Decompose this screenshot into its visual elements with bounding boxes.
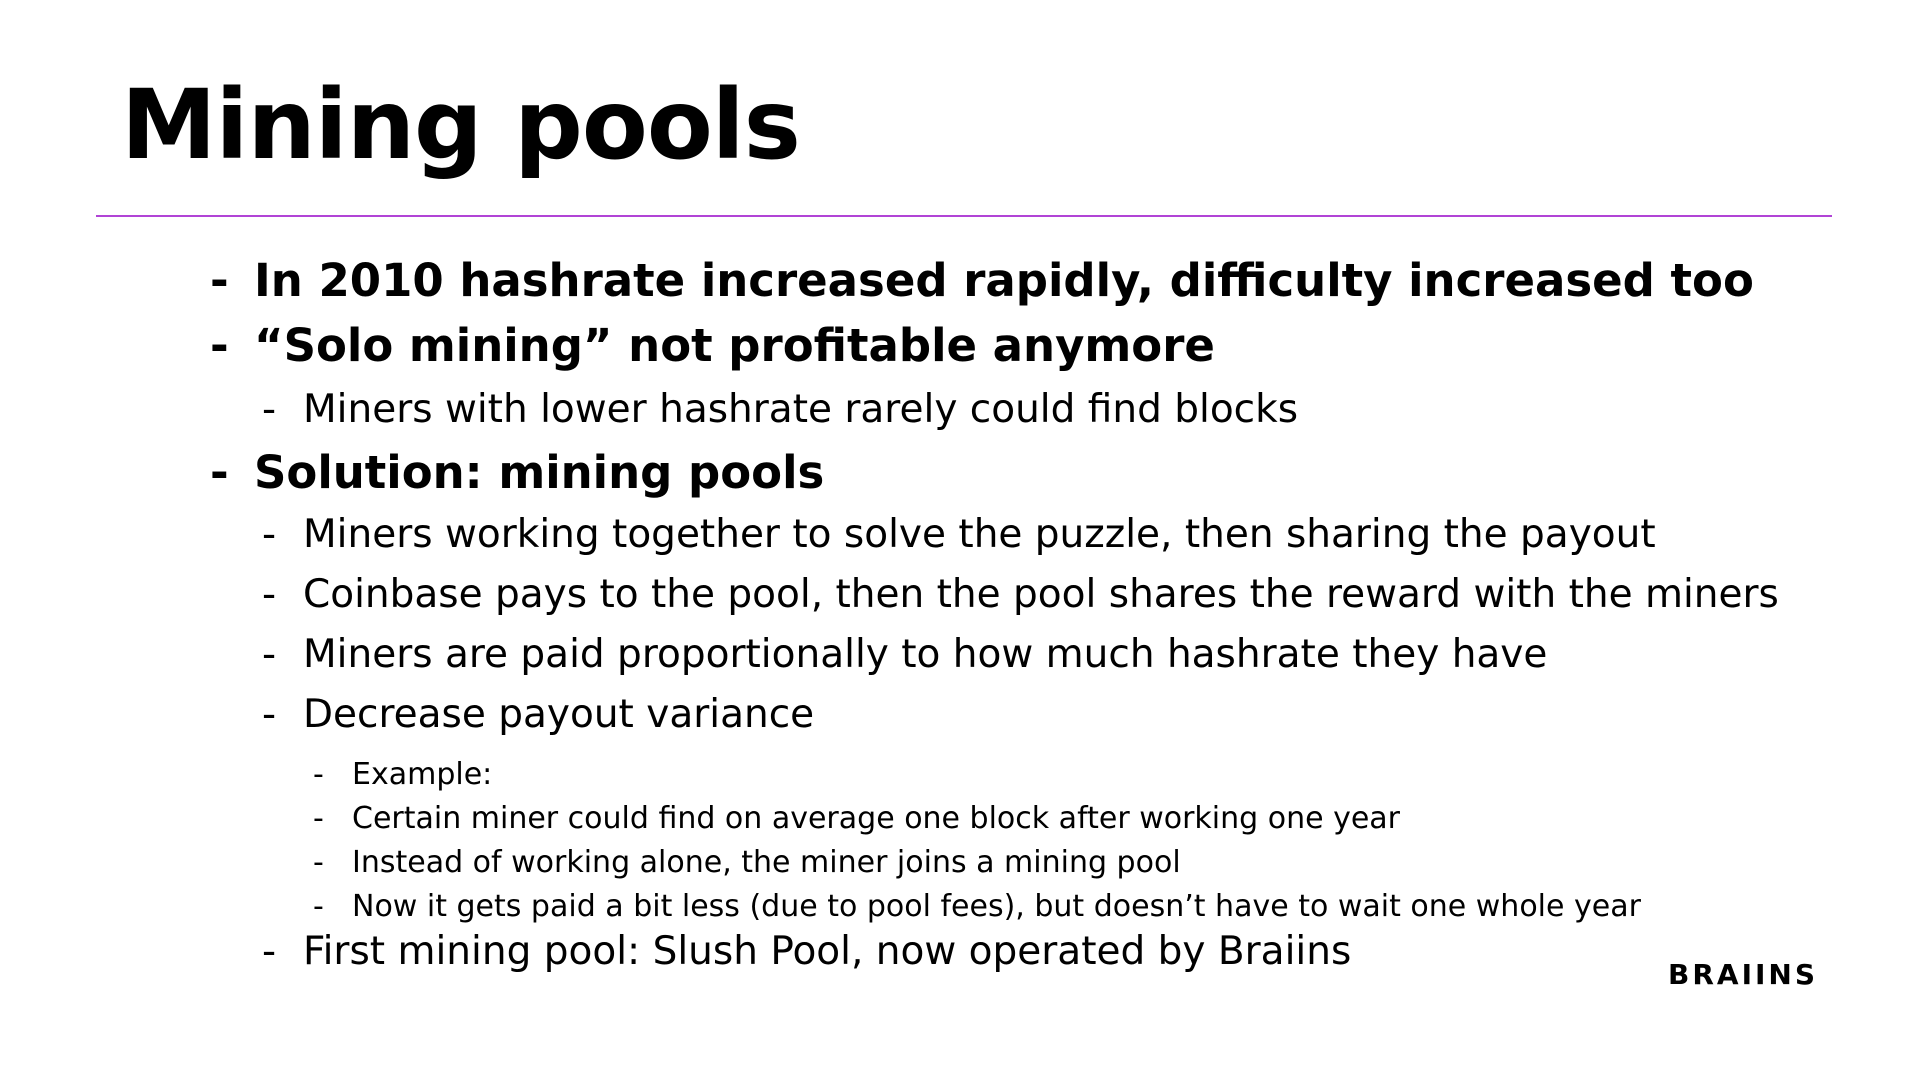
bullet-text: In 2010 hashrate increased rapidly, diff… — [254, 254, 1754, 307]
bullet-marker: - — [210, 446, 229, 499]
bullet-marker: - — [313, 845, 324, 880]
bullet-text: First mining pool: Slush Pool, now opera… — [303, 929, 1352, 974]
bullet-text: Instead of working alone, the miner join… — [352, 845, 1181, 880]
bullet-marker: - — [210, 254, 229, 307]
bullet-text: Miners working together to solve the puz… — [303, 512, 1656, 557]
bullet-text: Solution: mining pools — [254, 446, 825, 499]
bullet-marker: - — [210, 319, 229, 372]
bullet-marker: - — [262, 387, 277, 432]
bullet-marker: - — [262, 692, 277, 737]
bullet-text: Coinbase pays to the pool, then the pool… — [303, 572, 1779, 617]
bullet-marker: - — [313, 801, 324, 836]
bullet-text: Now it gets paid a bit less (due to pool… — [352, 889, 1641, 924]
bullet-marker: - — [262, 929, 277, 974]
bullet-marker: - — [262, 632, 277, 677]
bullet-text: Example: — [352, 757, 493, 792]
bullet-marker: - — [262, 512, 277, 557]
bullet-marker: - — [313, 889, 324, 924]
bullet-marker: - — [262, 572, 277, 617]
bullet-text: Miners are paid proportionally to how mu… — [303, 632, 1548, 677]
slide-title: Mining pools — [121, 69, 801, 181]
bullet-text: Decrease payout variance — [303, 692, 815, 737]
bullet-text: Certain miner could find on average one … — [352, 801, 1401, 836]
bullet-marker: - — [313, 757, 324, 792]
bullet-text: “Solo mining” not profitable anymore — [254, 319, 1215, 372]
title-divider — [96, 215, 1832, 217]
bullet-text: Miners with lower hashrate rarely could … — [303, 387, 1299, 432]
braiins-logo: BRAIINS — [1668, 958, 1819, 991]
